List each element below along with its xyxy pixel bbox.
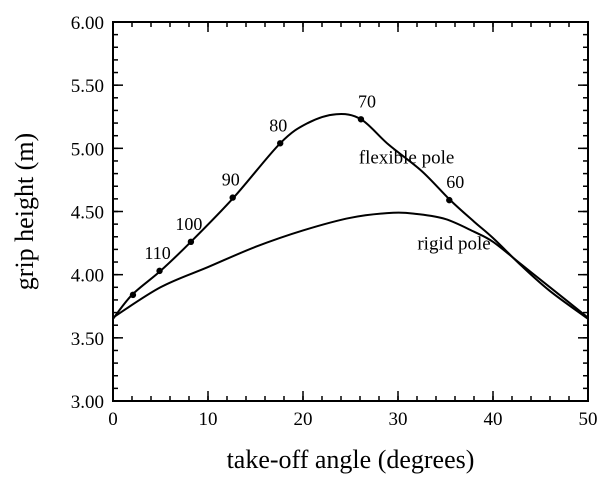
x-tick-label: 50: [579, 409, 598, 430]
data-point-marker: [156, 267, 163, 275]
x-tick-label: 0: [108, 409, 118, 430]
data-point-label: 100: [175, 214, 202, 234]
y-tick-label: 4.50: [71, 203, 104, 224]
data-point-label: 90: [222, 170, 240, 190]
data-point-marker: [129, 291, 137, 299]
y-tick-label: 3.00: [71, 392, 104, 413]
data-point-label: 70: [358, 91, 376, 111]
y-tick-label: 6.00: [71, 13, 104, 34]
data-point-label: 60: [446, 172, 464, 192]
data-point-marker: [229, 194, 236, 201]
data-point-marker: [277, 140, 284, 147]
y-tick-label: 5.50: [71, 76, 104, 97]
x-tick-label: 20: [294, 409, 313, 430]
curve-annotation: rigid pole: [417, 233, 490, 254]
y-tick-label: 5.00: [71, 139, 104, 160]
ticks: [112, 21, 589, 402]
x-tick-label: 30: [389, 409, 408, 430]
x-tick-label: 10: [199, 409, 218, 430]
rigid-pole-curve: [112, 211, 589, 319]
annotations: flexible pole rigid pole: [359, 147, 491, 254]
data-point-marker: [446, 196, 453, 204]
data-point-label: 110: [144, 243, 170, 263]
curve-annotation: flexible pole: [359, 147, 455, 168]
tick-labels: 0 10 20 30 40 50 3.00 3.50 4.00 4.50 5.00 5.50 6.00: [71, 13, 598, 430]
y-tick-label: 3.50: [71, 329, 104, 350]
plot-frame: [112, 21, 589, 402]
data-point-marker: [187, 238, 195, 246]
y-axis-title: grip height (m): [10, 133, 39, 290]
data-point-marker: [357, 116, 365, 123]
x-tick-label: 40: [484, 409, 503, 430]
data-point-label: 80: [269, 115, 287, 135]
x-axis-title: take-off angle (degrees): [227, 445, 475, 474]
y-tick-label: 4.00: [71, 266, 104, 287]
